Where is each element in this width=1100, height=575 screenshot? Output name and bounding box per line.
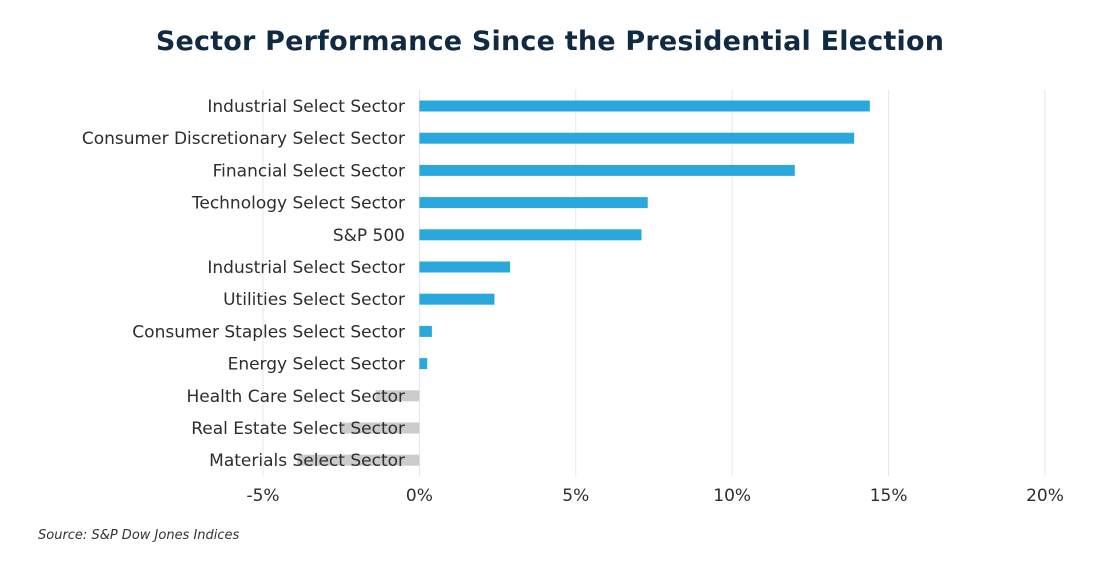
category-label: Materials Select Sector	[209, 451, 405, 471]
category-label: Real Estate Select Sector	[191, 419, 405, 439]
category-label: Financial Select Sector	[213, 161, 405, 181]
bar	[419, 164, 795, 176]
bar	[375, 390, 420, 402]
bar	[419, 132, 855, 144]
bar	[419, 261, 511, 273]
bar	[341, 422, 420, 434]
x-tick-label: 15%	[870, 486, 908, 506]
bar	[419, 197, 648, 209]
category-label: Utilities Select Sector	[223, 290, 405, 310]
bar	[419, 358, 428, 370]
gridlines	[262, 90, 1046, 476]
category-label: Consumer Discretionary Select Sector	[82, 129, 405, 149]
category-labels: Industrial Select Sector Consumer Discret…	[82, 97, 405, 471]
category-label: S&P 500	[333, 226, 405, 246]
x-tick-label: 20%	[1026, 486, 1064, 506]
x-tick-label: -5%	[246, 486, 279, 506]
x-tick-label: 5%	[562, 486, 589, 506]
bar	[419, 325, 432, 337]
x-tick-label: 0%	[406, 486, 433, 506]
bars	[297, 100, 870, 466]
bar-chart: Industrial Select Sector Consumer Discret…	[82, 90, 1064, 506]
category-label: Consumer Staples Select Sector	[132, 322, 405, 342]
category-label: Industrial Select Sector	[207, 97, 405, 117]
category-label: Health Care Select Sector	[187, 387, 406, 407]
bar	[419, 293, 495, 305]
bar	[419, 229, 642, 241]
x-axis-ticks: -5% 0% 5% 10% 15% 20%	[246, 486, 1063, 506]
source-note: Source: S&P Dow Jones Indices	[38, 528, 240, 543]
category-label: Industrial Select Sector	[207, 258, 405, 278]
bar	[297, 454, 420, 466]
x-tick-label: 10%	[713, 486, 751, 506]
category-label: Technology Select Sector	[191, 194, 405, 214]
category-label: Energy Select Sector	[228, 355, 405, 375]
chart-title: Sector Performance Since the Presidentia…	[155, 26, 945, 57]
bar	[419, 100, 870, 112]
